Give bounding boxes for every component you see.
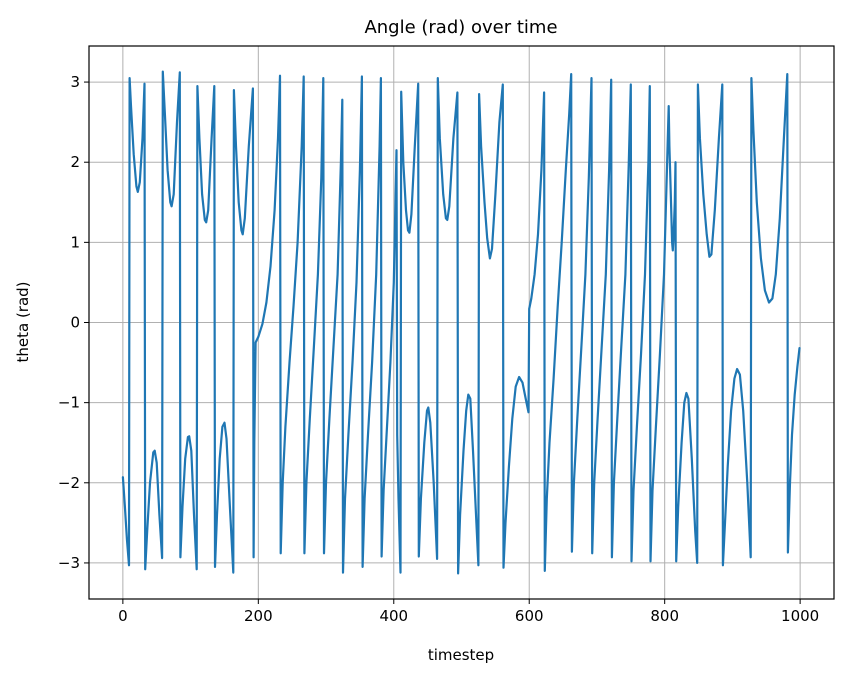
y-tick-label: −1 <box>58 394 80 412</box>
y-tick-label: 0 <box>70 314 80 332</box>
series-layer <box>121 70 801 575</box>
grid-lines <box>89 46 834 599</box>
x-axis-label: timestep <box>428 646 494 664</box>
chart-title: Angle (rad) over time <box>364 17 557 38</box>
series-line <box>121 70 801 575</box>
x-tick-label: 200 <box>244 607 273 625</box>
y-tick-label: 2 <box>70 153 80 171</box>
y-tick-label: −2 <box>58 474 80 492</box>
y-tick-label: 1 <box>70 233 80 251</box>
x-tick-label: 800 <box>650 607 679 625</box>
tick-marks: 0 200 400 600 800 1000 −3 −2 −1 0 1 2 3 <box>58 73 819 625</box>
x-tick-label: 0 <box>118 607 128 625</box>
y-tick-label: −3 <box>58 554 80 572</box>
x-tick-label: 400 <box>379 607 408 625</box>
plot-frame <box>88 45 835 600</box>
x-tick-label: 600 <box>515 607 544 625</box>
y-axis-label: theta (rad) <box>14 281 32 362</box>
x-tick-label: 1000 <box>781 607 819 625</box>
y-tick-label: 3 <box>70 73 80 91</box>
